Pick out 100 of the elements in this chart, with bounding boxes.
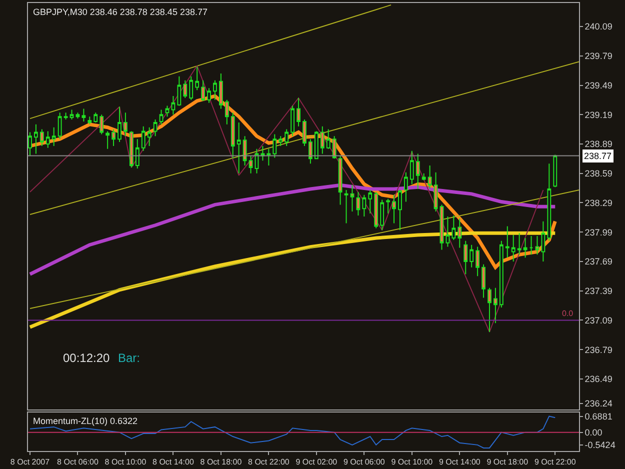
annotation: Bar: [118,351,140,365]
y-tick-label: -0.5424 [584,440,616,450]
candlestick [82,108,86,122]
candlestick [553,155,558,188]
y-tick-label: 239.79 [584,51,612,62]
candlestick [314,130,318,160]
candlestick [517,232,522,256]
candlestick [302,119,306,146]
candlestick [230,112,235,160]
candlestick [338,155,342,206]
candlestick [464,240,468,275]
candlestick [213,80,217,100]
candlestick [118,106,122,143]
candlestick [272,134,277,158]
candlestick [368,190,372,214]
x-tick-label: 9 Oct 06:00 [343,458,386,467]
candlestick [177,76,182,106]
candlestick [505,226,510,258]
ref-line-label: 238.77 [584,151,612,161]
x-tick-label: 9 Oct 18:00 [486,458,529,467]
x-tick-label: 8 Oct 10:00 [104,458,147,467]
candlestick [499,240,504,308]
candlestick [34,124,38,154]
x-tick-label: 8 Oct 18:00 [200,458,242,467]
candlestick [171,96,176,116]
y-tick-label: 239.49 [584,80,612,90]
candlestick [446,216,450,248]
candlestick [147,126,152,146]
candlestick [535,236,540,256]
line-series [29,65,544,332]
y-tick-label: 236.79 [584,344,612,355]
candlestick [207,88,211,104]
y-tick-label: 237.39 [584,286,612,296]
candlestick [511,234,516,262]
candlestick [153,119,158,137]
y-tick-label: 238.89 [584,139,612,150]
y-tick-label: 239.19 [584,110,612,120]
candlestick [326,128,330,150]
y-tick-label: 238.59 [584,168,612,179]
candlestick [40,128,44,146]
candlestick [159,109,164,125]
candlestick [452,214,456,240]
candlestick [58,112,62,140]
candlestick [224,99,229,125]
x-tick-label: 8 Oct 22:00 [248,458,290,467]
candlestick [392,194,396,224]
line-series [29,416,556,448]
candlestick [88,116,92,125]
annotation: 0.0 [562,309,574,318]
candlestick [195,66,200,91]
candlestick [350,184,354,212]
chart-title: GBPJPY,M30 238.46 238.78 238.45 238.77 [33,7,208,17]
candlestick [28,132,32,156]
candlestick [416,153,420,190]
candlestick [529,236,534,256]
candlestick [46,130,50,148]
candlestick [523,237,528,258]
y-tick-label: 236.24 [584,398,612,409]
candlestick [356,191,360,216]
candlestick [124,112,128,137]
candlestick [218,73,223,110]
candlestick [374,191,378,229]
line-series [28,183,557,276]
candlestick [428,165,432,190]
candlestick [541,220,546,262]
chart-title: Momentum-ZL(10) 0.6322 [33,416,138,426]
candlestick [76,112,80,120]
y-tick-label: 0.6881 [584,411,612,422]
x-tick-label: 9 Oct 22:00 [534,458,576,467]
candlestick [242,136,247,166]
candlestick [547,163,552,242]
candlestick [106,130,110,150]
candlestick [476,246,480,277]
candlestick [52,126,56,146]
x-tick-label: 9 Oct 14:00 [438,458,481,467]
candlestick [165,105,170,118]
candlestick [362,194,366,217]
candlestick [64,112,68,120]
candlestick [290,105,295,137]
y-tick-label: 240.09 [584,22,612,32]
candlestick [493,287,498,324]
candlestick [266,148,271,166]
y-tick-label: 237.69 [584,256,612,267]
candlestick [410,150,414,185]
x-tick-label: 8 Oct 2007 [10,458,50,467]
candlestick [344,190,348,224]
candlestick [398,190,402,231]
candlestick [386,198,390,214]
candlestick [112,128,116,146]
candlestick [278,136,283,146]
candlestick [440,204,444,250]
candlestick [100,114,104,135]
candlestick [135,138,140,169]
candlestick [296,97,300,127]
candlestick [308,138,312,164]
candlestick [248,155,253,174]
candlestick [201,80,206,102]
candlestick [422,172,426,181]
candlestick [380,199,384,231]
x-tick-label: 9 Oct 02:00 [296,458,338,467]
